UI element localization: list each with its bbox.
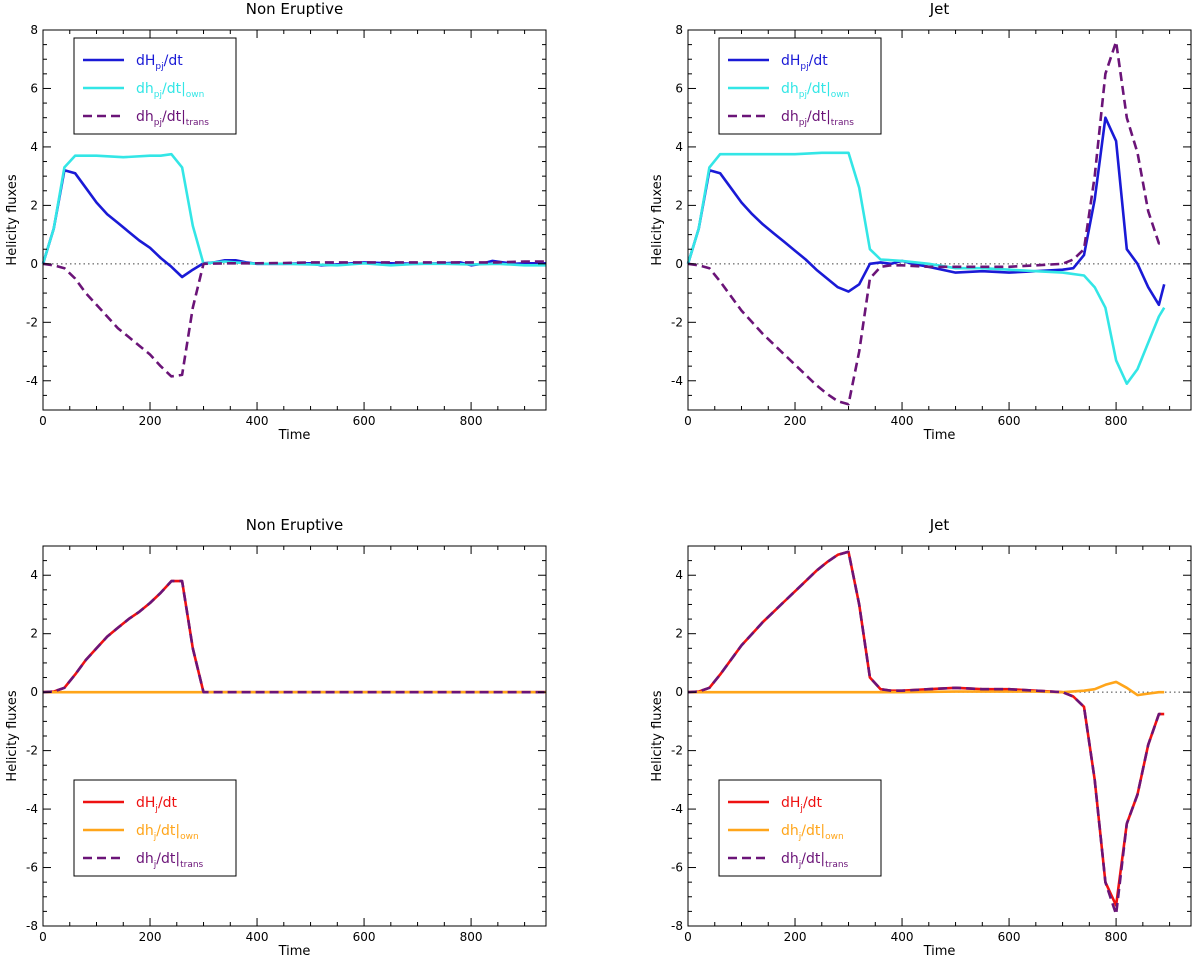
legend: dHj/dt dhj/dt|own dhj/dt|trans bbox=[73, 779, 237, 877]
x-tick-label: 200 bbox=[784, 930, 807, 944]
y-tick-label: 0 bbox=[30, 257, 38, 271]
x-tick-label: 800 bbox=[460, 930, 483, 944]
y-tick-label: 6 bbox=[675, 81, 683, 95]
legend-label-1: dhj/dt|own bbox=[781, 823, 844, 842]
x-tick-label: 600 bbox=[998, 930, 1021, 944]
y-tick-label: 8 bbox=[30, 23, 38, 37]
y-tick-label: -4 bbox=[671, 374, 683, 388]
series-line-1 bbox=[686, 151, 1166, 386]
legend-label-2: dhpj/dt|trans bbox=[136, 109, 209, 128]
y-tick-label: 4 bbox=[30, 568, 38, 582]
y-tick-label: -2 bbox=[671, 744, 683, 758]
legend-label-0: dHj/dt bbox=[136, 795, 178, 814]
legend-label-2: dhj/dt|trans bbox=[781, 851, 849, 870]
chart-panel-3: Jet 0 200 400 600 800 -8 -6 -4 -2 0 2 4 Time Helicity … bbox=[650, 516, 1192, 959]
legend-frame bbox=[73, 779, 237, 877]
chart-title: Jet bbox=[929, 0, 950, 18]
y-axis-label: Helicity fluxes bbox=[5, 690, 20, 781]
y-tick-label: 2 bbox=[675, 198, 683, 212]
y-axis-label: Helicity fluxes bbox=[650, 174, 665, 265]
chart-title: Non Eruptive bbox=[246, 0, 344, 18]
y-tick-label: 4 bbox=[30, 140, 38, 154]
x-tick-label: 200 bbox=[139, 930, 162, 944]
x-tick-label: 200 bbox=[139, 414, 162, 428]
y-tick-label: -4 bbox=[26, 802, 38, 816]
chart-title: Non Eruptive bbox=[246, 516, 344, 534]
y-tick-label: 0 bbox=[675, 685, 683, 699]
series-line-2 bbox=[42, 579, 546, 694]
legend: dHj/dt dhj/dt|own dhj/dt|trans bbox=[718, 779, 882, 877]
y-tick-label: -4 bbox=[26, 374, 38, 388]
x-tick-label: 400 bbox=[246, 930, 269, 944]
series-line-2 bbox=[687, 550, 1165, 916]
x-tick-label: 0 bbox=[39, 414, 47, 428]
y-tick-label: -6 bbox=[671, 861, 683, 875]
chart-panel-1: Jet 0 200 400 600 800 -4 -2 0 2 4 6 8 Time Helicity fl… bbox=[650, 0, 1192, 443]
x-tick-label: 400 bbox=[246, 414, 269, 428]
y-tick-label: -4 bbox=[671, 802, 683, 816]
legend-label-1: dhj/dt|own bbox=[136, 823, 199, 842]
y-axis-label: Helicity fluxes bbox=[5, 174, 20, 265]
y-tick-label: -2 bbox=[26, 744, 38, 758]
y-tick-label: -6 bbox=[26, 861, 38, 875]
series-line-1 bbox=[688, 680, 1165, 697]
chart-title: Jet bbox=[929, 516, 950, 534]
series-line-0 bbox=[686, 116, 1166, 307]
x-tick-label: 200 bbox=[784, 414, 807, 428]
y-tick-label: 4 bbox=[675, 568, 683, 582]
x-tick-label: 0 bbox=[684, 414, 692, 428]
y-tick-label: 2 bbox=[675, 627, 683, 641]
x-tick-label: 600 bbox=[998, 414, 1021, 428]
legend-label-1: dhpj/dt|own bbox=[136, 81, 204, 100]
legend-label-0: dHpj/dt bbox=[136, 53, 183, 72]
legend-frame bbox=[718, 779, 882, 877]
x-tick-label: 400 bbox=[891, 930, 914, 944]
y-tick-label: 2 bbox=[30, 198, 38, 212]
series-line-2 bbox=[687, 40, 1165, 406]
x-tick-label: 0 bbox=[39, 930, 47, 944]
y-tick-label: -8 bbox=[26, 919, 38, 933]
legend-frame bbox=[73, 37, 237, 135]
x-tick-label: 800 bbox=[460, 414, 483, 428]
x-tick-label: 600 bbox=[353, 414, 376, 428]
y-tick-label: 0 bbox=[675, 257, 683, 271]
x-axis-label: Time bbox=[278, 428, 311, 443]
y-tick-label: 6 bbox=[30, 81, 38, 95]
x-tick-label: 400 bbox=[891, 414, 914, 428]
chart-panel-0: Non Eruptive 0 200 400 600 800 -4 -2 0 2 4 6 8 Time He… bbox=[5, 0, 547, 443]
y-tick-label: 8 bbox=[675, 23, 683, 37]
series-line-2 bbox=[42, 260, 546, 378]
y-tick-label: 0 bbox=[30, 685, 38, 699]
legend-label-2: dhj/dt|trans bbox=[136, 851, 204, 870]
legend-frame bbox=[718, 37, 882, 135]
x-tick-label: 800 bbox=[1105, 930, 1128, 944]
y-tick-label: -2 bbox=[671, 315, 683, 329]
chart-panel-2: Non Eruptive 0 200 400 600 800 -8 -6 -4 -2 0 2 4 Time… bbox=[5, 516, 547, 959]
legend: dHpj/dt dhpj/dt|own dhpj/dt|trans bbox=[73, 37, 237, 135]
legend-label-0: dHj/dt bbox=[781, 795, 823, 814]
x-axis-label: Time bbox=[278, 944, 311, 959]
y-tick-label: 2 bbox=[30, 627, 38, 641]
legend-label-2: dhpj/dt|trans bbox=[781, 109, 854, 128]
series-line-1 bbox=[41, 152, 546, 267]
y-tick-label: 4 bbox=[675, 140, 683, 154]
legend-label-0: dHpj/dt bbox=[781, 53, 828, 72]
series-line-0 bbox=[41, 169, 546, 279]
series-line-0 bbox=[42, 579, 546, 694]
x-tick-label: 600 bbox=[353, 930, 376, 944]
y-tick-label: -8 bbox=[671, 919, 683, 933]
y-axis-label: Helicity fluxes bbox=[650, 690, 665, 781]
x-tick-label: 800 bbox=[1105, 414, 1128, 428]
x-axis-label: Time bbox=[923, 944, 956, 959]
y-tick-label: -2 bbox=[26, 315, 38, 329]
x-tick-label: 0 bbox=[684, 930, 692, 944]
legend-label-1: dhpj/dt|own bbox=[781, 81, 849, 100]
x-axis-label: Time bbox=[923, 428, 956, 443]
legend: dHpj/dt dhpj/dt|own dhpj/dt|trans bbox=[718, 37, 882, 135]
